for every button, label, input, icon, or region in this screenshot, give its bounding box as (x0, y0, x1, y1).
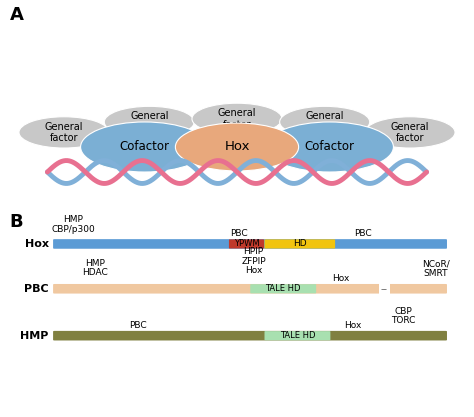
Text: HMP
HDAC: HMP HDAC (82, 259, 108, 277)
Text: Hox: Hox (333, 274, 350, 283)
Text: HMP: HMP (20, 331, 49, 341)
Text: Hox: Hox (224, 141, 250, 153)
Ellipse shape (175, 123, 299, 171)
Text: HPIP
ZFPIP
Hox: HPIP ZFPIP Hox (241, 247, 266, 275)
Text: General
factor: General factor (218, 108, 256, 130)
Text: Hox: Hox (25, 239, 49, 249)
Text: PBC: PBC (354, 229, 372, 238)
FancyBboxPatch shape (53, 239, 447, 249)
Text: A: A (9, 6, 23, 24)
Text: Cofactor: Cofactor (304, 141, 355, 153)
Text: --: -- (381, 284, 388, 294)
Text: B: B (9, 213, 23, 231)
Ellipse shape (19, 117, 109, 148)
Text: NCoR/
SMRT: NCoR/ SMRT (422, 260, 450, 279)
FancyBboxPatch shape (53, 284, 390, 294)
Text: CBP
TORC: CBP TORC (391, 306, 415, 325)
FancyBboxPatch shape (388, 284, 447, 294)
FancyBboxPatch shape (264, 331, 330, 340)
Ellipse shape (104, 106, 194, 138)
Text: General
factor: General factor (45, 122, 83, 143)
Text: General
factor: General factor (130, 111, 169, 133)
Text: HMP
CBP/p300: HMP CBP/p300 (52, 215, 95, 234)
Ellipse shape (265, 122, 393, 172)
Text: TALE HD: TALE HD (280, 331, 315, 340)
FancyBboxPatch shape (264, 239, 335, 249)
FancyBboxPatch shape (53, 331, 447, 340)
Text: YPWM: YPWM (234, 239, 259, 249)
FancyBboxPatch shape (229, 239, 264, 249)
Text: General
factor: General factor (391, 122, 429, 143)
Text: PBC: PBC (230, 229, 248, 238)
Ellipse shape (280, 106, 370, 138)
FancyBboxPatch shape (250, 284, 316, 294)
Text: PBC: PBC (24, 284, 49, 294)
Text: Cofactor: Cofactor (119, 141, 170, 153)
Text: PBC: PBC (128, 321, 146, 330)
Ellipse shape (192, 103, 282, 135)
Ellipse shape (81, 122, 209, 172)
Bar (379, 283, 390, 295)
Ellipse shape (365, 117, 455, 148)
Text: HD: HD (293, 239, 307, 249)
Text: TALE HD: TALE HD (265, 284, 301, 293)
Text: Hox: Hox (345, 321, 362, 330)
Text: General
factor: General factor (305, 111, 344, 133)
